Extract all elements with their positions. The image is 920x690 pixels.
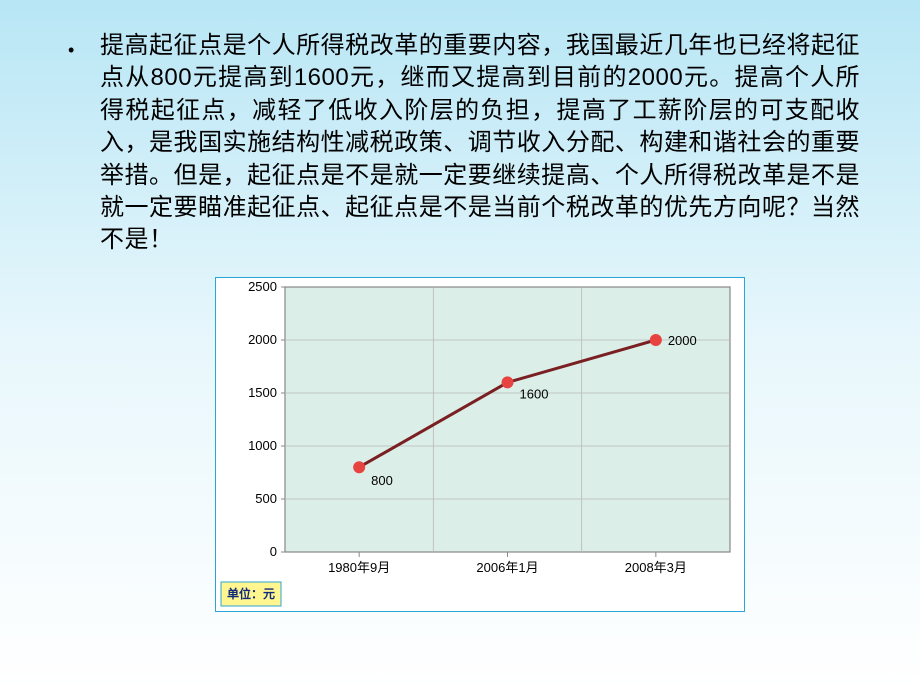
- bullet-point: •: [68, 40, 74, 61]
- svg-text:2000: 2000: [668, 333, 697, 348]
- slide-content: • 提高起征点是个人所得税改革的重要内容，我国最近几年也已经将起征点从800元提…: [0, 0, 920, 612]
- svg-text:1980年9月: 1980年9月: [328, 560, 390, 575]
- threshold-line-chart: 0 500 1000 1500 2000 2500 1980年9月 2006年1月 2008年3…: [215, 277, 745, 612]
- chart-container: 0 500 1000 1500 2000 2500 1980年9月 2006年1月 2008年3…: [215, 277, 745, 612]
- svg-text:2006年1月: 2006年1月: [476, 560, 538, 575]
- svg-text:0: 0: [270, 544, 277, 559]
- svg-text:2500: 2500: [248, 279, 277, 294]
- svg-text:2008年3月: 2008年3月: [625, 560, 687, 575]
- svg-text:1500: 1500: [248, 385, 277, 400]
- paragraph-text: 提高起征点是个人所得税改革的重要内容，我国最近几年也已经将起征点从800元提高到…: [100, 30, 860, 257]
- svg-text:单位：元: 单位：元: [227, 586, 275, 601]
- svg-text:1600: 1600: [520, 386, 549, 401]
- svg-text:800: 800: [371, 473, 393, 488]
- svg-text:2000: 2000: [248, 332, 277, 347]
- svg-text:1000: 1000: [248, 438, 277, 453]
- svg-text:500: 500: [255, 491, 277, 506]
